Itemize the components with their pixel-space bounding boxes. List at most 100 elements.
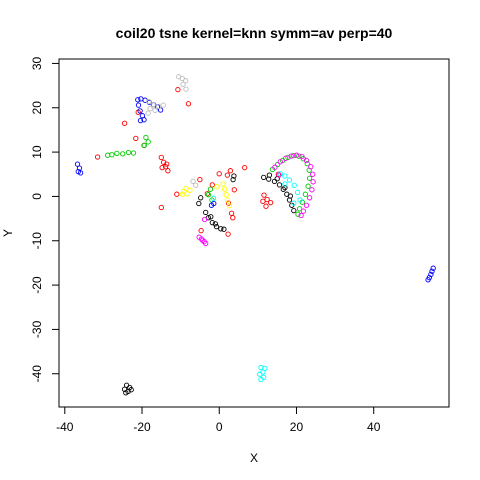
data-point: [277, 159, 283, 165]
data-point: [212, 221, 219, 227]
data-point: [242, 164, 248, 171]
data-point: [213, 223, 220, 230]
data-point: [430, 265, 436, 271]
data-point: [76, 165, 83, 171]
data-point: [146, 98, 152, 105]
data-point: [216, 171, 222, 177]
data-point: [137, 108, 143, 114]
data-point: [282, 184, 288, 191]
data-point: [159, 164, 165, 171]
data-point: [130, 150, 137, 156]
data-point: [221, 226, 227, 232]
data-point: [158, 204, 164, 211]
y-tick-label: -40: [30, 365, 44, 383]
data-point: [305, 183, 311, 189]
data-point: [276, 172, 282, 178]
series-yellow: [179, 181, 232, 209]
data-point: [152, 107, 158, 114]
x-tick-label: 0: [216, 420, 223, 434]
data-point: [201, 216, 208, 223]
data-point: [150, 102, 156, 108]
y-tick-label: 0: [30, 193, 44, 200]
data-point: [225, 231, 231, 237]
data-point: [174, 191, 180, 197]
data-point: [207, 186, 214, 192]
data-point: [155, 103, 162, 110]
data-point: [77, 170, 84, 176]
data-point: [105, 152, 111, 158]
data-point: [183, 78, 189, 84]
series-magenta: [196, 152, 316, 247]
chart-title: coil20 tsne kernel=knn symm=av perp=40: [116, 25, 393, 41]
data-point: [429, 268, 435, 274]
y-tick-label: -20: [30, 276, 44, 294]
data-point: [306, 175, 313, 181]
data-point: [308, 164, 314, 170]
data-point: [208, 214, 214, 220]
data-point: [193, 182, 199, 188]
data-point: [295, 211, 301, 217]
data-point: [204, 191, 210, 197]
data-point: [133, 135, 139, 142]
data-point: [291, 200, 297, 206]
data-point: [260, 198, 266, 204]
data-point: [296, 206, 303, 212]
data-point: [183, 86, 189, 92]
data-point: [145, 110, 151, 116]
data-point: [258, 376, 264, 383]
data-point: [162, 164, 169, 170]
data-point: [291, 207, 297, 214]
data-point: [303, 202, 310, 208]
series-gray: [145, 74, 199, 188]
data-point: [145, 139, 151, 145]
data-point: [203, 209, 209, 216]
data-point: [143, 134, 149, 141]
data-point: [120, 151, 126, 157]
data-point: [230, 176, 236, 183]
data-point: [224, 197, 231, 203]
data-point: [303, 157, 310, 164]
data-point: [227, 168, 234, 174]
data-points: [74, 74, 436, 396]
data-point: [297, 197, 303, 203]
data-point: [137, 117, 144, 124]
series-red: [94, 86, 281, 237]
data-point: [74, 161, 81, 167]
data-point: [264, 196, 270, 203]
data-point: [231, 173, 237, 179]
y-axis-label: Y: [1, 229, 15, 237]
data-point: [225, 200, 232, 206]
data-point: [205, 192, 212, 198]
x-axis: -40 -20 0 20 40: [56, 406, 381, 434]
data-point: [294, 189, 301, 196]
y-tick-label: -10: [30, 232, 44, 250]
data-point: [310, 171, 316, 177]
data-point: [298, 212, 304, 219]
data-point: [302, 191, 309, 197]
data-point: [310, 179, 316, 185]
data-point: [223, 192, 229, 198]
data-point: [187, 187, 193, 193]
data-point: [198, 227, 204, 234]
data-point: [230, 215, 236, 221]
data-point: [214, 184, 220, 190]
data-point: [158, 154, 164, 161]
data-point: [164, 161, 170, 167]
data-point: [201, 238, 207, 245]
data-point: [425, 277, 431, 283]
y-tick-label: 20: [30, 101, 44, 115]
data-point: [210, 195, 217, 201]
data-point: [180, 81, 186, 87]
data-point: [125, 149, 132, 156]
data-point: [190, 178, 196, 185]
data-point: [266, 172, 273, 178]
data-point: [306, 195, 313, 201]
data-point: [283, 155, 289, 161]
x-tick-label: 20: [290, 420, 304, 434]
series-black: [121, 172, 297, 396]
data-point: [211, 200, 217, 207]
data-point: [198, 195, 204, 201]
data-point: [209, 219, 215, 226]
data-point: [165, 168, 171, 174]
